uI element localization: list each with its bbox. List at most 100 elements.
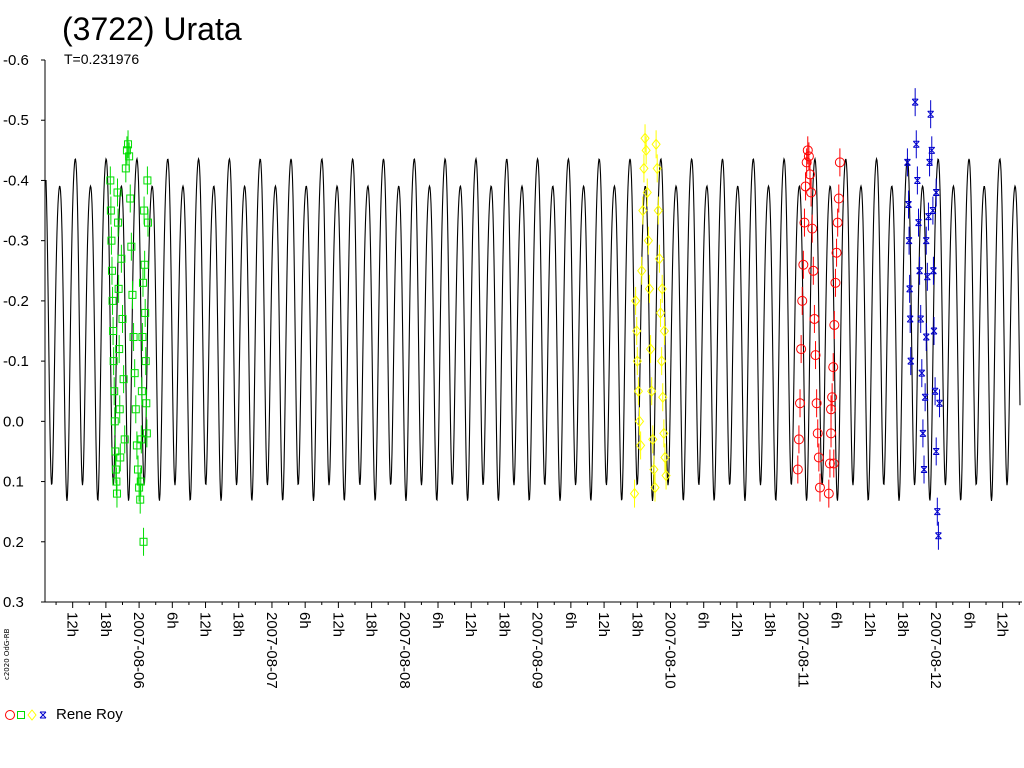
x-tick-label: 6h <box>828 612 845 629</box>
data-point <box>136 495 145 504</box>
data-point <box>141 308 150 317</box>
data-point <box>629 487 640 500</box>
data-point <box>811 398 822 409</box>
data-point <box>645 343 656 355</box>
data-point <box>792 464 803 475</box>
data-point <box>911 98 919 106</box>
data-point <box>906 285 913 293</box>
x-tick-label: 12h <box>861 612 878 637</box>
data-point <box>808 265 819 276</box>
data-point <box>635 439 646 452</box>
y-tick-label: -0.5 <box>3 112 29 129</box>
data-point <box>659 427 669 440</box>
y-tick-label: 0.0 <box>3 413 24 430</box>
data-point <box>907 357 915 365</box>
data-point <box>641 144 651 157</box>
data-point <box>107 266 116 275</box>
data-point <box>657 355 667 367</box>
x-tick-label: 18h <box>894 612 911 637</box>
data-point <box>124 140 133 149</box>
y-tick-label: 0.2 <box>3 534 24 551</box>
x-tick-label: 2007-08-08 <box>396 612 413 689</box>
data-point <box>795 398 806 409</box>
data-point <box>142 429 151 438</box>
data-point <box>137 387 146 396</box>
data-point <box>114 218 123 227</box>
data-point <box>136 477 145 486</box>
data-point <box>637 264 647 277</box>
data-point <box>806 187 817 198</box>
data-point <box>829 319 840 330</box>
data-point <box>812 428 823 439</box>
data-point <box>936 399 943 407</box>
legend-marker-square <box>17 711 25 719</box>
data-point <box>914 176 921 184</box>
data-point <box>932 447 940 455</box>
data-point <box>797 295 808 306</box>
data-point <box>112 477 121 486</box>
data-point <box>130 369 139 378</box>
model-curve <box>45 156 1021 502</box>
data-point <box>906 315 914 323</box>
data-point <box>639 162 649 175</box>
y-tick-label: -0.1 <box>3 353 29 370</box>
data-point <box>642 186 652 199</box>
data-point <box>122 146 131 155</box>
data-point <box>917 315 925 323</box>
data-point <box>921 393 929 401</box>
legend-label: Rene Roy <box>56 706 123 723</box>
data-point <box>110 387 119 396</box>
data-point <box>824 458 835 469</box>
data-point <box>651 138 661 151</box>
x-tick-label: 18h <box>97 612 114 637</box>
data-point <box>106 176 115 185</box>
data-point <box>655 307 666 319</box>
data-point <box>661 469 671 482</box>
data-point <box>807 223 818 234</box>
data-point <box>647 385 657 398</box>
data-point <box>113 188 122 197</box>
data-point <box>138 333 147 342</box>
data-point <box>653 204 663 217</box>
data-point <box>132 441 141 450</box>
x-tick-label: 12h <box>728 612 745 637</box>
data-point <box>814 482 825 493</box>
series-layer <box>106 88 943 556</box>
data-point <box>801 157 812 168</box>
data-point <box>813 452 824 463</box>
legend: Rene Roy <box>5 706 123 723</box>
data-point <box>803 151 814 162</box>
data-point <box>632 325 642 337</box>
x-tick-label: 6h <box>296 612 313 629</box>
data-point <box>142 399 151 408</box>
data-point <box>930 267 937 275</box>
y-tick-label: -0.2 <box>3 293 29 310</box>
x-tick-label: 2007-08-12 <box>927 612 944 689</box>
x-tick-label: 12h <box>462 612 479 637</box>
data-point <box>110 417 119 426</box>
data-point <box>115 405 124 414</box>
data-point <box>112 489 121 498</box>
data-point <box>658 391 668 404</box>
copyright-text: c2020 OdG-RB <box>3 628 11 680</box>
data-point <box>904 158 911 166</box>
data-point <box>139 537 148 546</box>
data-point <box>833 193 844 204</box>
data-point <box>652 162 662 175</box>
data-point <box>915 219 922 227</box>
data-point <box>638 204 648 217</box>
y-tick-label: 0.1 <box>3 474 24 491</box>
data-point <box>630 295 641 307</box>
data-point <box>935 532 942 540</box>
data-point <box>922 237 930 245</box>
data-point <box>111 465 120 474</box>
data-point <box>119 375 128 384</box>
x-tick-label: 6h <box>163 612 180 629</box>
axes <box>44 60 1022 603</box>
data-point <box>118 314 127 323</box>
data-point <box>125 152 134 161</box>
data-point <box>927 110 935 118</box>
legend-marker-circle <box>5 710 15 720</box>
data-point <box>826 404 837 415</box>
data-point <box>114 284 123 293</box>
